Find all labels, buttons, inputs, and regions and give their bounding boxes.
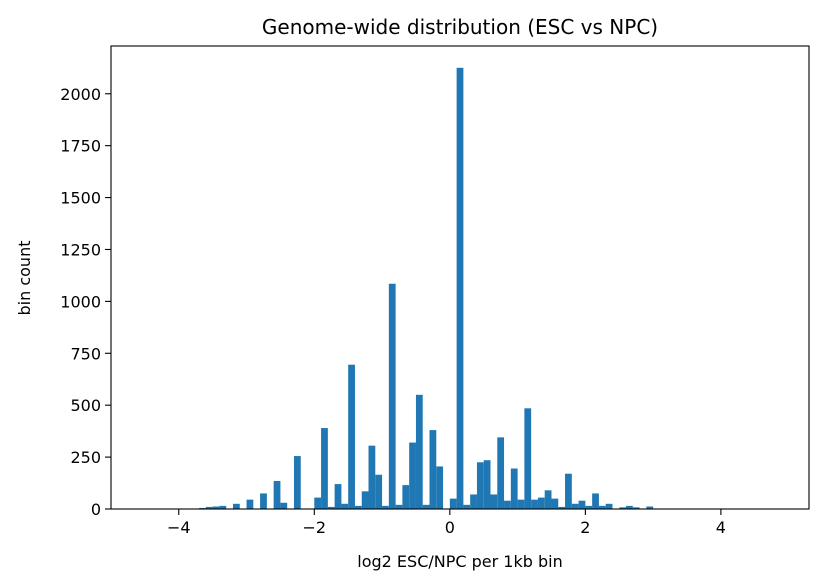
y-tick-label: 500 (70, 396, 101, 415)
histogram-bar (490, 494, 498, 509)
histogram-bar (422, 504, 430, 509)
y-tick-label: 1500 (60, 189, 101, 208)
histogram-bar (260, 493, 267, 509)
histogram-bar (368, 445, 376, 509)
histogram-bar (483, 460, 491, 509)
y-tick-label: 750 (70, 344, 101, 363)
histogram-bar (524, 408, 532, 509)
histogram-bar (341, 503, 349, 509)
histogram-bar (314, 497, 322, 509)
histogram-bar (632, 507, 640, 509)
histogram-bar (504, 500, 511, 509)
histogram-bar (375, 474, 383, 509)
x-tick-label: −4 (167, 518, 191, 537)
histogram-bar (388, 283, 396, 509)
histogram-bar (619, 507, 627, 509)
x-tick-label: 2 (580, 518, 590, 537)
histogram-bar (598, 505, 606, 509)
x-tick-label: 4 (716, 518, 726, 537)
histogram-bar (382, 505, 389, 509)
y-tick-label: 1000 (60, 292, 101, 311)
bars-group (199, 67, 654, 509)
x-tick-label: 0 (445, 518, 455, 537)
chart-title: Genome-wide distribution (ESC vs NPC) (262, 15, 658, 39)
histogram-bar (348, 364, 355, 509)
x-tick-label: −2 (303, 518, 327, 537)
histogram-bar (280, 502, 288, 509)
histogram-bar (246, 499, 254, 509)
y-axis: 0 250 500 750 1000 1250 1500 1750 2000 (60, 85, 111, 519)
histogram-bar (531, 499, 538, 509)
histogram-bar (436, 466, 444, 509)
histogram-bar (273, 480, 281, 509)
histogram-bar (415, 394, 423, 509)
histogram-bar (646, 506, 654, 509)
histogram-bar (402, 485, 410, 509)
histogram-bar (395, 504, 403, 509)
histogram-bar (537, 497, 545, 509)
histogram-bar (558, 506, 566, 509)
histogram-bar (544, 490, 552, 509)
y-tick-label: 2000 (60, 85, 101, 104)
histogram-bar (626, 505, 633, 509)
histogram-bar (409, 442, 416, 509)
histogram-bar (212, 506, 220, 509)
histogram-bar (321, 428, 328, 509)
histogram-bar (565, 473, 572, 509)
histogram-bar (605, 503, 613, 509)
histogram-bar (470, 494, 477, 509)
y-tick-label: 1250 (60, 240, 101, 259)
histogram-bar (497, 437, 505, 509)
histogram-bar (232, 503, 240, 509)
histogram-bar (571, 503, 579, 509)
histogram-bar (578, 500, 586, 509)
histogram-bar (592, 493, 599, 509)
histogram-bar (219, 505, 227, 509)
histogram-bar (585, 505, 593, 509)
histogram-bar (551, 498, 559, 509)
y-tick-label: 250 (70, 448, 101, 467)
histogram-bar (354, 505, 362, 509)
y-tick-label: 1750 (60, 137, 101, 156)
plot-frame (110, 45, 810, 510)
x-axis: −4 −2 0 2 4 (167, 509, 726, 537)
histogram-bar (463, 504, 471, 509)
histogram-bar (361, 491, 369, 509)
y-axis-label: bin count (15, 241, 34, 316)
histogram-bar (456, 67, 464, 509)
histogram-bar (205, 506, 213, 509)
histogram-bar (510, 468, 518, 509)
x-axis-label: log2 ESC/NPC per 1kb bin (357, 552, 562, 571)
histogram-bar (334, 484, 342, 509)
y-tick-label: 0 (91, 500, 101, 519)
histogram-bar (476, 462, 484, 509)
histogram-bar (327, 506, 335, 509)
histogram-bar (517, 499, 525, 509)
histogram-bar (429, 430, 437, 509)
histogram-bar (293, 456, 301, 509)
histogram-bar (449, 498, 457, 509)
